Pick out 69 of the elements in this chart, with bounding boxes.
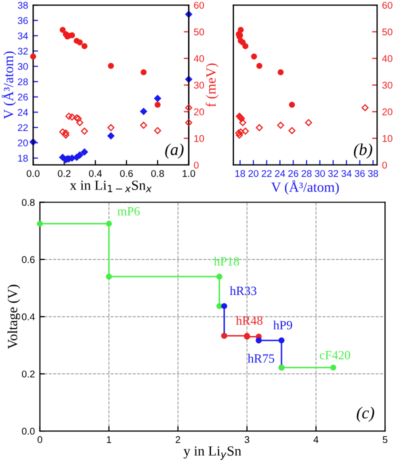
x-tick-label: 1 <box>106 436 112 443</box>
x-tick-label: 0.0 <box>26 170 40 177</box>
x-axis-title: y in Li$_{y}$Sn <box>184 446 242 460</box>
y2-tick-label: 40 <box>382 55 392 62</box>
x-tick-label: 20 <box>248 170 258 177</box>
annotation: (b) <box>354 143 372 159</box>
y-tick-label: 0.6 <box>22 256 35 264</box>
y-tick-label: 30 <box>18 63 28 70</box>
annotation: (a) <box>165 143 184 159</box>
y-tick-label: 0.0 <box>22 428 35 435</box>
y2-tick-label: 0 <box>194 162 199 169</box>
x-tick-label: 36 <box>354 170 365 177</box>
x-tick-label: 30 <box>314 170 325 177</box>
y-tick-label: 24 <box>18 108 28 116</box>
annotation: cF420 <box>320 350 350 360</box>
annotation: (c) <box>356 406 374 422</box>
y-tick-label: 32 <box>18 48 28 55</box>
annotation: hR75 <box>248 354 274 363</box>
y-axis-title: V (Å³/atom) <box>2 51 16 120</box>
x-tick-label: 0.6 <box>120 170 133 177</box>
y2-tick-label: 20 <box>194 108 204 116</box>
y2-tick-label: 60 <box>382 2 392 9</box>
x-tick-label: 32 <box>328 170 338 177</box>
x-axis-title: V (Å³/atom) <box>271 180 339 195</box>
y-tick-label: 28 <box>18 78 28 86</box>
x-tick-label: 0.4 <box>88 170 102 177</box>
annotation: hP18 <box>214 256 240 266</box>
x-tick-label: 0.2 <box>58 170 71 177</box>
x-tick-label: 34 <box>341 170 352 177</box>
y-tick-label: 36 <box>18 17 28 24</box>
x-tick-label: 0.8 <box>151 170 164 177</box>
y2-tick-label: 20 <box>382 108 392 116</box>
y2-tick-label: 30 <box>382 82 392 89</box>
y-tick-label: 34 <box>18 32 28 40</box>
y-tick-label: 0.2 <box>22 370 35 378</box>
y-tick-label: 0.8 <box>22 198 35 206</box>
annotation: hP9 <box>273 320 292 330</box>
y2-tick-label: 10 <box>382 135 392 142</box>
y-tick-label: 0.4 <box>22 313 35 320</box>
x-tick-label: 22 <box>262 170 272 177</box>
y2-tick-label: 10 <box>194 135 204 142</box>
y-tick-label: 38 <box>18 2 28 9</box>
x-tick-label: 26 <box>288 170 298 177</box>
y-tick-label: 18 <box>18 154 28 162</box>
annotation: mP6 <box>118 207 140 216</box>
y-tick-label: 22 <box>18 124 28 132</box>
y2-tick-label: 50 <box>382 28 392 36</box>
annotation: hR33 <box>230 286 256 296</box>
annotation: hR48 <box>236 316 262 325</box>
x-tick-label: 38 <box>368 170 378 177</box>
x-tick-label: 2 <box>176 436 180 443</box>
x-axis-title: x in Li$_{1−x}$Sn$_{x}$ <box>70 180 152 192</box>
y-tick-label: 26 <box>18 94 28 101</box>
y2-tick-label: 40 <box>194 55 204 62</box>
x-tick-label: 1.0 <box>182 170 196 177</box>
y2-tick-label: 30 <box>194 82 204 89</box>
y-tick-label: 20 <box>18 140 28 146</box>
x-tick-label: 4 <box>314 436 318 443</box>
x-tick-label: 18 <box>235 170 246 177</box>
x-tick-label: 0 <box>38 436 42 444</box>
x-tick-label: 5 <box>382 436 388 444</box>
y2-tick-label: 50 <box>194 28 204 36</box>
x-tick-label: 3 <box>244 436 250 444</box>
y2-tick-label: 0 <box>382 162 387 169</box>
y2-axis-title: f (meV) <box>206 63 219 107</box>
x-tick-label: 24 <box>275 170 286 177</box>
y2-tick-label: 60 <box>194 2 204 9</box>
y-axis-title: Voltage (V) <box>8 284 20 349</box>
x-tick-label: 28 <box>302 170 312 177</box>
